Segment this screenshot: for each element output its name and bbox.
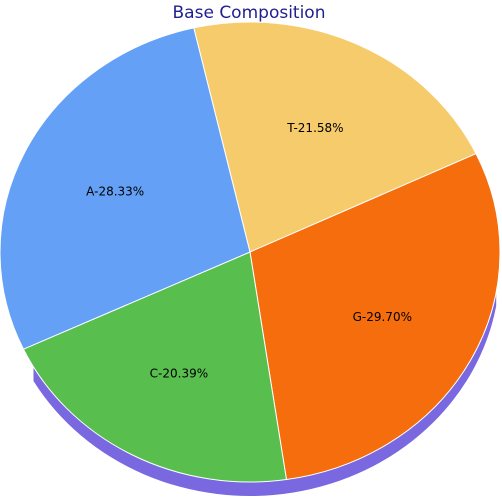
- pie-slice-t: [193, 21, 477, 253]
- slice-label-a: A-28.33%: [86, 185, 144, 199]
- pie-slice-g: [249, 153, 501, 481]
- slice-label-t: T-21.58%: [286, 121, 343, 135]
- pie-labels: T-21.58% G-29.70% C-20.39% A-28.33%: [86, 121, 412, 381]
- pie-slices: [0, 21, 501, 483]
- chart-title: Base Composition: [173, 3, 326, 23]
- slice-label-c: C-20.39%: [150, 367, 208, 381]
- pie-slice-c: [22, 251, 288, 483]
- pie-slice-a: [0, 27, 251, 350]
- slice-label-g: G-29.70%: [353, 310, 412, 324]
